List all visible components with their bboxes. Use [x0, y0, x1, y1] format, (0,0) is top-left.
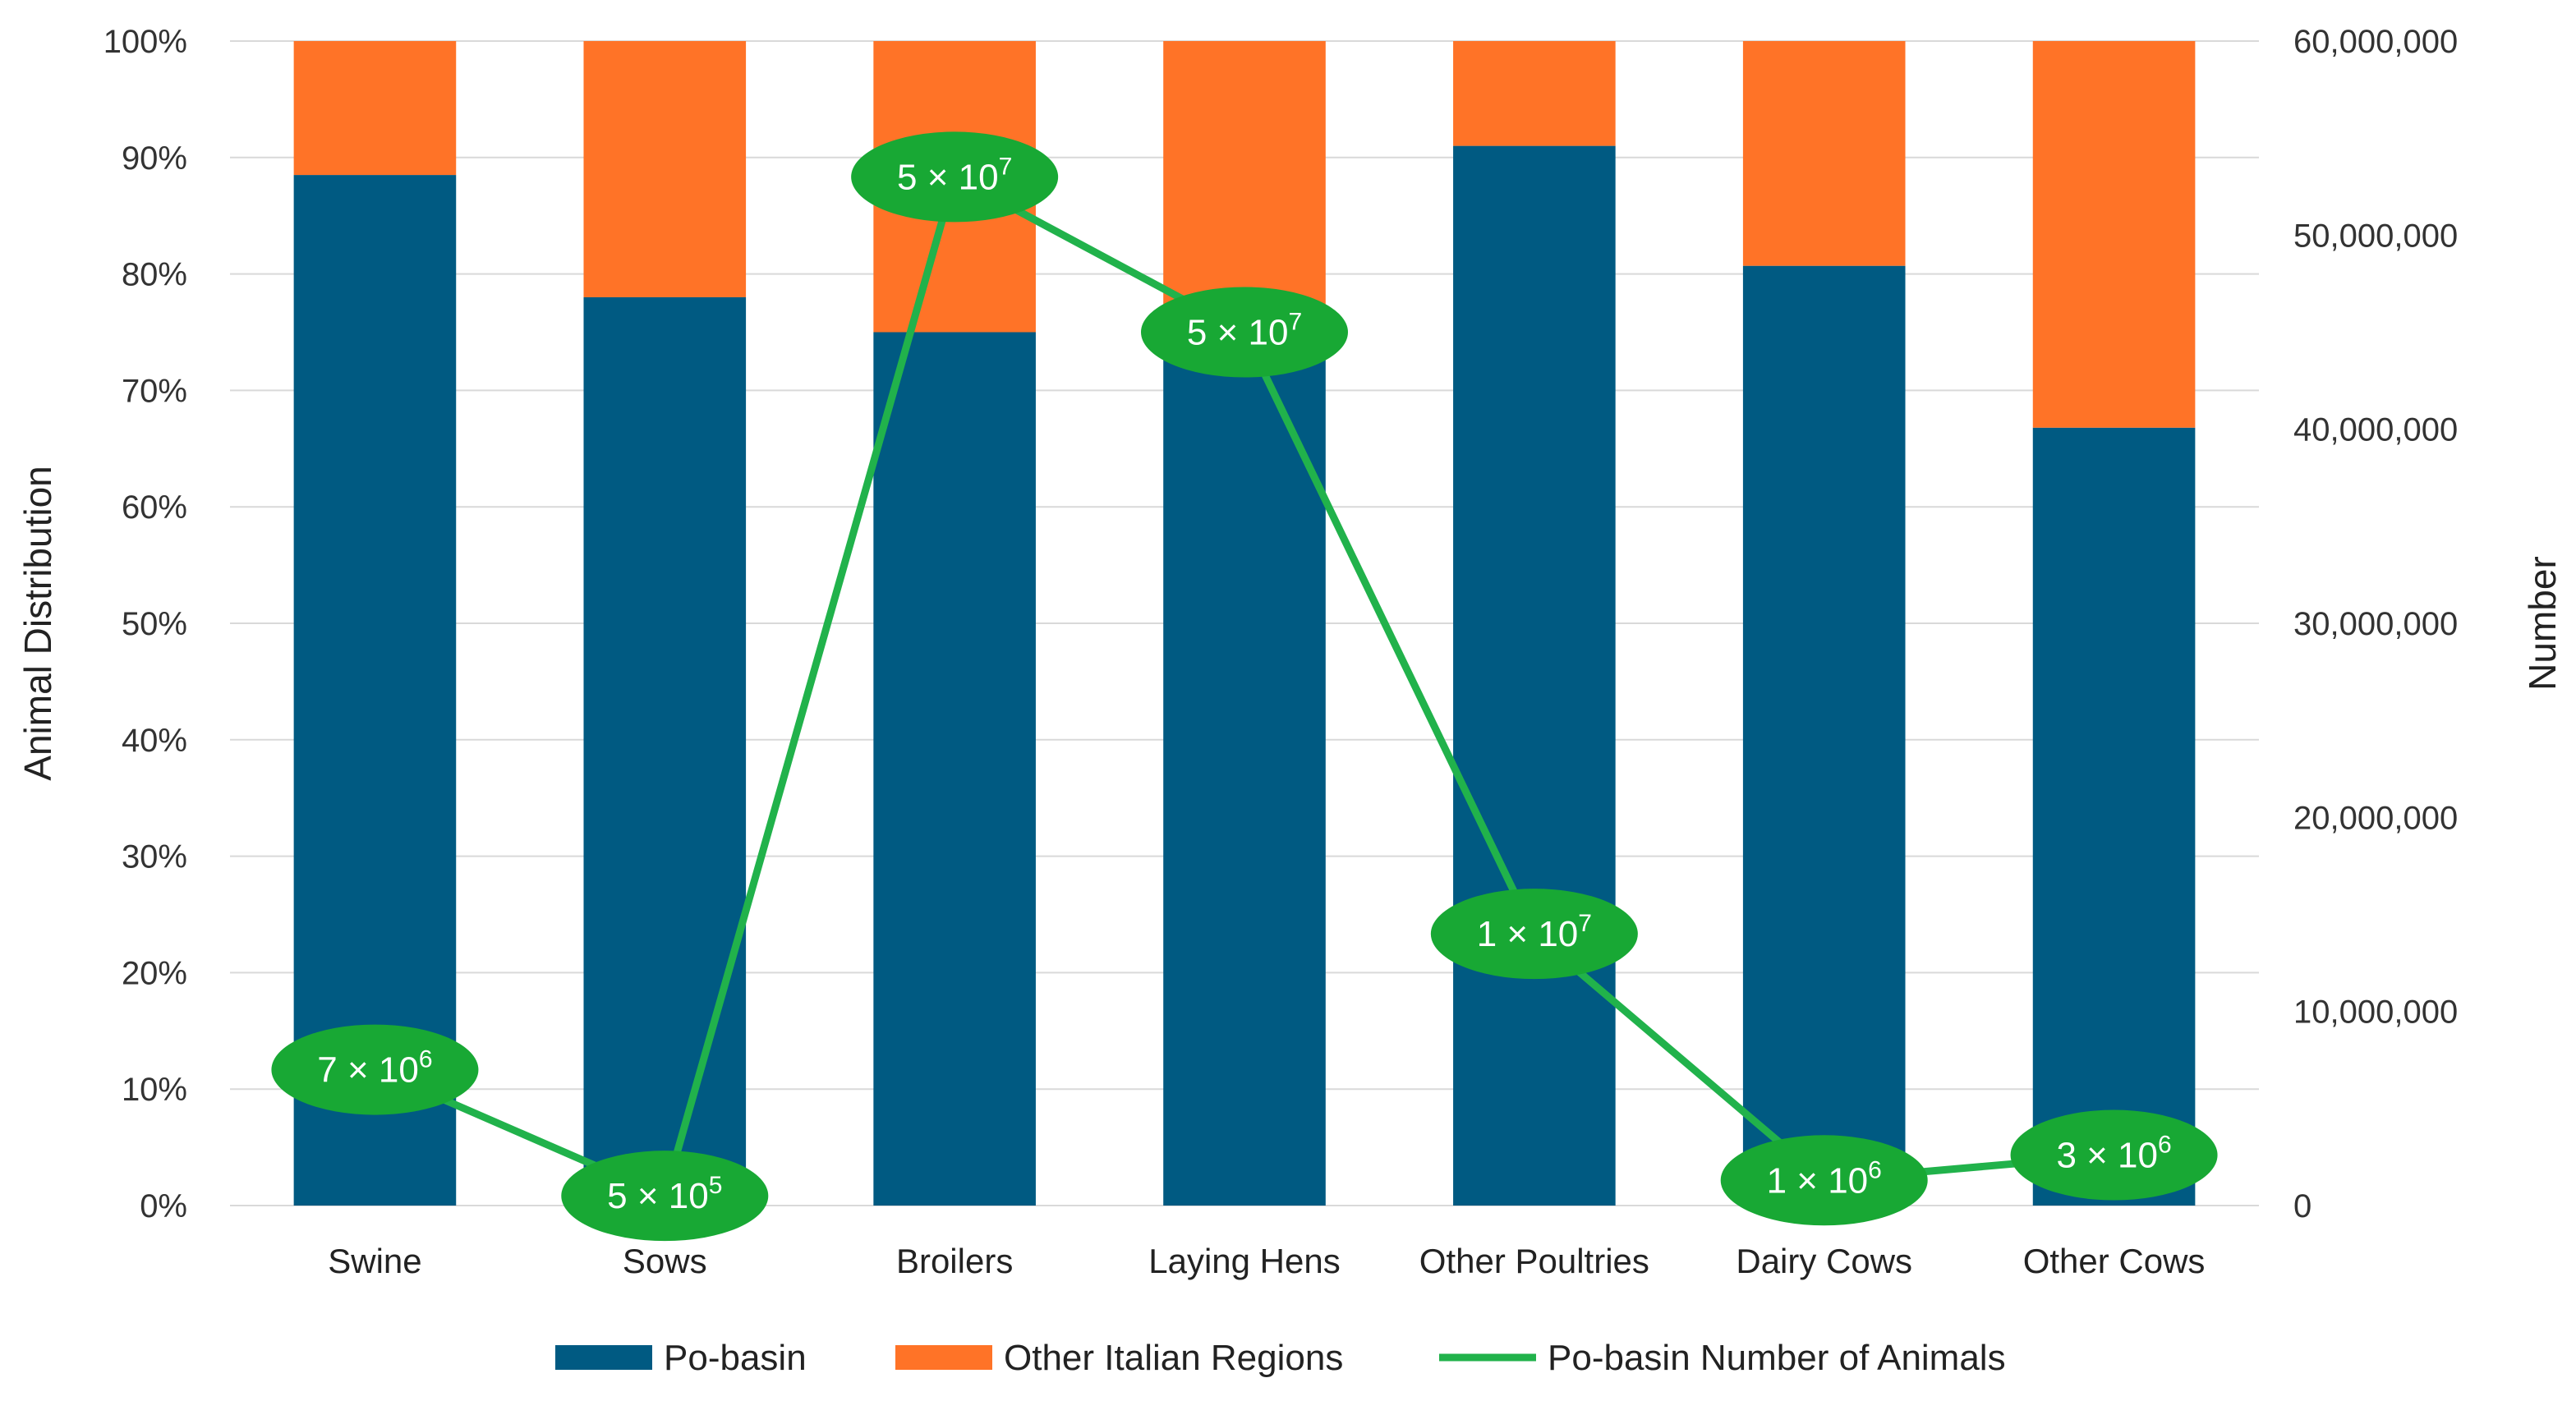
y2-tick-label: 50,000,000	[2293, 218, 2458, 254]
y2-tick-label: 20,000,000	[2293, 800, 2458, 836]
legend: Po-basin Other Italian Regions Po-basin Nu…	[555, 1338, 2006, 1378]
data-label-bubble	[2010, 1109, 2218, 1201]
legend-label: Po-basin Number of Animals	[1548, 1338, 2006, 1378]
x-tick-label: Other Poultries	[1419, 1242, 1649, 1280]
y2-tick-label: 0	[2293, 1188, 2312, 1224]
y-tick-label: 100%	[104, 24, 187, 60]
y-tick-label: 0%	[140, 1188, 187, 1224]
data-label-bubble	[1720, 1135, 1928, 1226]
bar-po-basin	[1163, 355, 1326, 1206]
data-label-text: 5 × 105	[607, 1172, 722, 1216]
data-label: 1 × 106	[1720, 1135, 1928, 1226]
y-tick-label: 70%	[122, 373, 187, 409]
bar-other-regions	[293, 41, 457, 176]
bar-other-regions	[1453, 41, 1616, 146]
y-tick-label: 40%	[122, 723, 187, 759]
bar-other-regions	[1742, 41, 1906, 266]
data-label-text: 5 × 107	[897, 153, 1012, 197]
ticks: 0% 10% 20% 30% 40% 50% 60% 70% 80% 90% 100% 0 10,000…	[104, 24, 2459, 1280]
bar-other-regions	[2032, 41, 2196, 428]
legend-item: Other Italian Regions	[895, 1338, 1343, 1378]
y2-tick-label: 30,000,000	[2293, 606, 2458, 642]
y-tick-label: 20%	[122, 955, 187, 991]
data-label-text: 7 × 106	[317, 1046, 432, 1091]
data-label-text: 1 × 106	[1767, 1156, 1882, 1201]
legend-swatch	[555, 1345, 652, 1370]
data-label: 1 × 107	[1430, 889, 1638, 980]
legend-label: Po-basin	[664, 1338, 807, 1378]
data-label: 5 × 107	[851, 131, 1059, 223]
data-label-bubble	[1430, 889, 1638, 980]
data-label: 5 × 105	[561, 1151, 769, 1242]
x-tick-label: Other Cows	[2023, 1242, 2206, 1280]
x-tick-label: Swine	[328, 1242, 421, 1280]
bar-po-basin	[873, 332, 1036, 1206]
x-tick-label: Laying Hens	[1148, 1242, 1340, 1280]
bar-po-basin	[2032, 427, 2196, 1206]
data-labels: 7 × 106 5 × 105 5 × 107 5 × 107 1 × 107 1 × 1…	[271, 131, 2218, 1242]
data-label: 5 × 107	[1141, 287, 1348, 378]
data-label-bubble	[561, 1151, 769, 1242]
x-tick-label: Dairy Cows	[1736, 1242, 1912, 1280]
legend-item: Po-basin Number of Animals	[1439, 1338, 2006, 1378]
bar-po-basin	[583, 296, 747, 1206]
data-label-text: 1 × 107	[1477, 910, 1592, 954]
legend-label: Other Italian Regions	[1004, 1338, 1343, 1378]
y-tick-label: 50%	[122, 606, 187, 642]
data-label-bubble	[851, 131, 1059, 223]
y-tick-label: 90%	[122, 140, 187, 177]
bar-other-regions	[583, 41, 747, 297]
y2-tick-label: 10,000,000	[2293, 994, 2458, 1031]
y-tick-label: 80%	[122, 257, 187, 293]
data-label-text: 5 × 107	[1187, 309, 1302, 353]
x-tick-label: Sows	[623, 1242, 707, 1280]
y-tick-label: 30%	[122, 839, 187, 875]
bar-po-basin	[1453, 145, 1616, 1206]
y2-tick-label: 60,000,000	[2293, 24, 2458, 60]
y-tick-label: 60%	[122, 489, 187, 526]
data-label-bubble	[1141, 287, 1348, 378]
data-label: 3 × 106	[2010, 1109, 2218, 1201]
data-label-bubble	[271, 1024, 479, 1115]
data-label-text: 3 × 106	[2056, 1132, 2171, 1176]
y2-axis-title: Number	[2521, 556, 2564, 691]
legend-item: Po-basin	[555, 1338, 807, 1378]
legend-swatch	[895, 1345, 992, 1370]
data-label: 7 × 106	[271, 1024, 479, 1115]
bar-po-basin	[1742, 265, 1906, 1206]
y-axis-title: Animal Distribution	[16, 466, 59, 780]
y2-tick-label: 40,000,000	[2293, 412, 2458, 448]
x-tick-label: Broilers	[896, 1242, 1013, 1280]
y-tick-label: 10%	[122, 1072, 187, 1108]
